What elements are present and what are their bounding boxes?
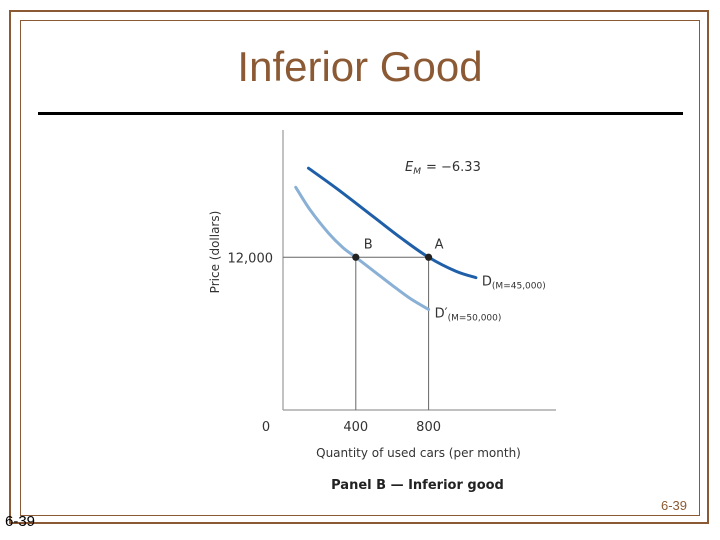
slide-title: Inferior Good (237, 43, 483, 90)
x-tick-label-800: 800 (416, 420, 441, 435)
elasticity-annotation: EM = −6.33 (405, 160, 481, 177)
point-b (352, 253, 360, 261)
slide-number-right: 6-39 (661, 498, 688, 513)
panel-caption: Panel B — Inferior good (331, 478, 504, 493)
series-line-d (306, 166, 478, 280)
y-axis-label: Price (dollars) (208, 211, 222, 294)
y-tick-label-12000: 12,000 (228, 251, 274, 266)
x-tick-label-0: 0 (262, 420, 270, 435)
slide-frame-outer (9, 10, 709, 524)
series-label-d-prime: D′(M=50,000) (435, 306, 502, 323)
point-label-b: B (364, 237, 373, 252)
slide-number-left: 6-39 (5, 513, 36, 530)
slide-frame-inner (20, 20, 700, 516)
title-underline (38, 112, 683, 115)
point-a (425, 253, 433, 261)
x-tick-label-400: 400 (343, 420, 368, 435)
x-axis-label: Quantity of used cars (per month) (316, 446, 521, 460)
series-label-d: D(M=45,000) (482, 275, 546, 292)
point-label-a: A (435, 237, 444, 252)
series-line-d-prime (294, 185, 431, 311)
